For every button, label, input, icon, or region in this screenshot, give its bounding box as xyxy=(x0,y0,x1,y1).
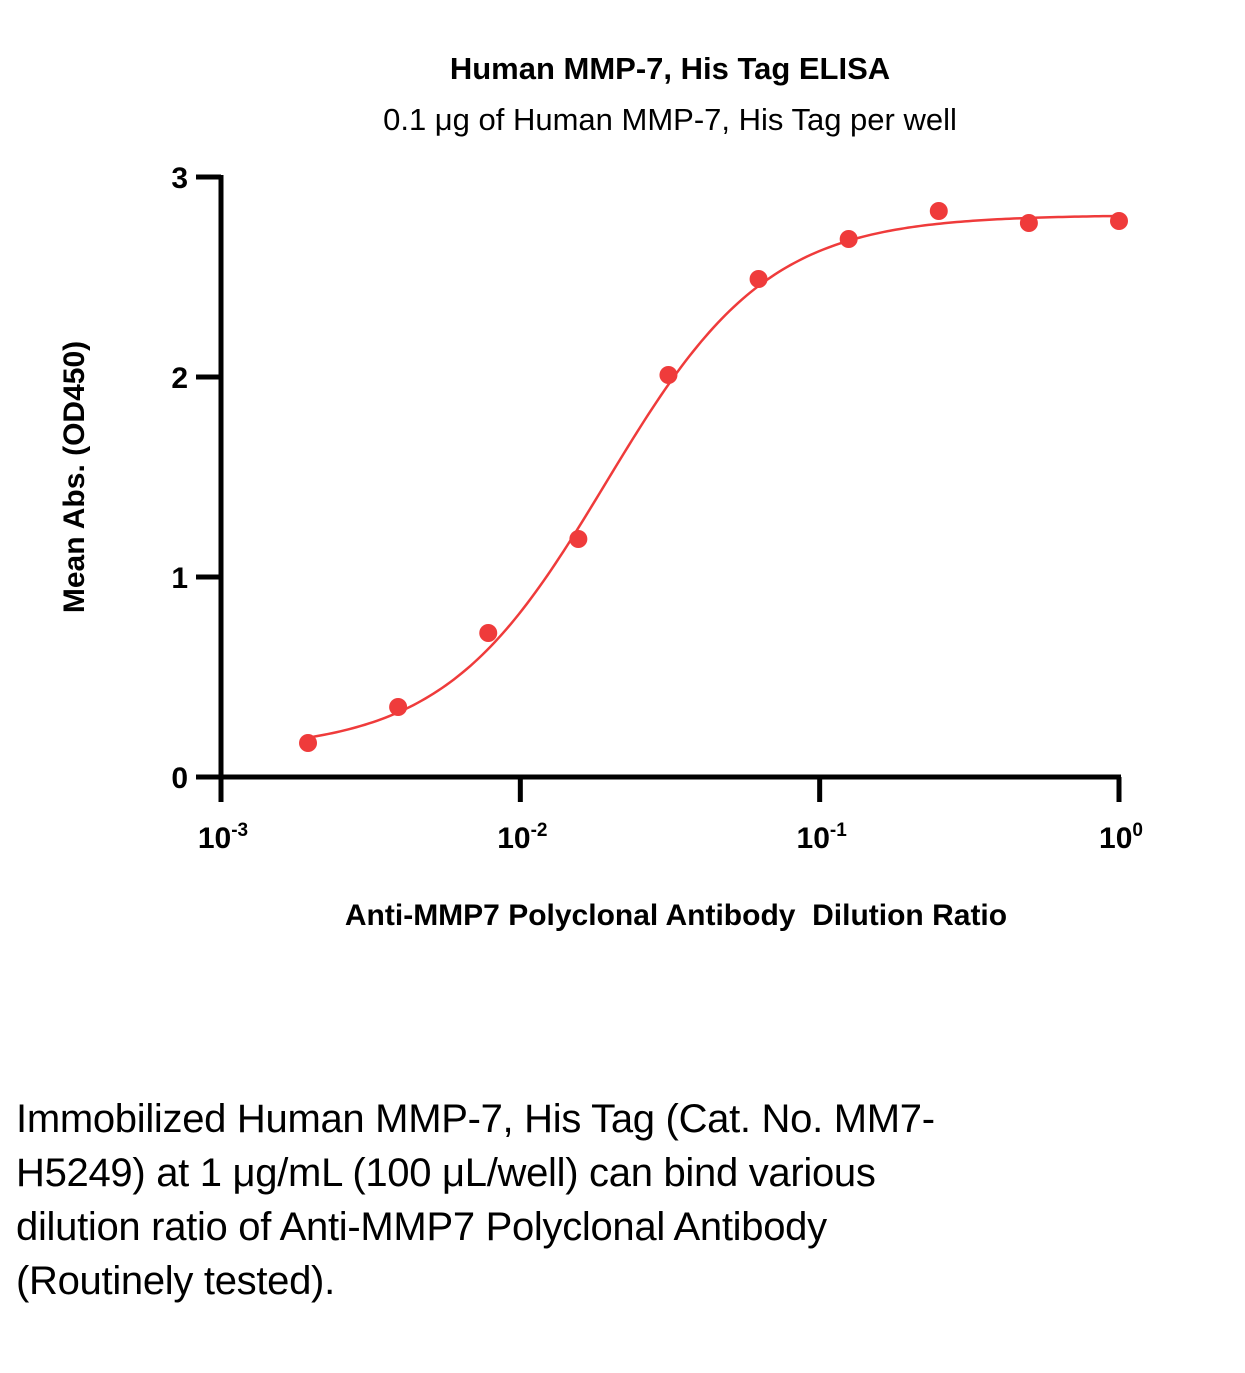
data-point xyxy=(839,230,858,248)
x-ticks: 10-3 10-2 10-1 100 xyxy=(198,777,1143,855)
figure-caption: Immobilized Human MMP-7, His Tag (Cat. N… xyxy=(16,1097,935,1303)
fit-curve xyxy=(307,214,1120,739)
x-tick-label: 10-2 xyxy=(497,820,547,855)
y-ticks: 0 1 2 3 xyxy=(171,162,221,795)
y-tick-label: 0 xyxy=(171,762,188,795)
chart-title: Human MMP-7, His Tag ELISA xyxy=(450,51,890,86)
data-point xyxy=(1019,214,1038,232)
data-point xyxy=(299,734,318,752)
data-point xyxy=(479,624,498,642)
data-point xyxy=(929,202,948,220)
data-point xyxy=(659,366,678,384)
elisa-chart: Human MMP-7, His Tag ELISA 0.1 μg of Hum… xyxy=(58,51,1143,932)
y-tick-label: 2 xyxy=(171,362,188,395)
x-tick-label: 10-3 xyxy=(198,820,248,855)
y-tick-label: 3 xyxy=(171,162,188,195)
data-point xyxy=(749,270,768,288)
data-point xyxy=(569,530,588,548)
axes xyxy=(196,175,1121,802)
x-axis-title: Anti-MMP7 Polyclonal Antibody Dilution R… xyxy=(345,899,1007,932)
data-point xyxy=(1110,212,1128,230)
data-point xyxy=(389,698,408,716)
y-tick-label: 1 xyxy=(171,562,188,595)
chart-subtitle: 0.1 μg of Human MMP-7, His Tag per well xyxy=(383,102,957,137)
y-axis-title: Mean Abs. (OD450) xyxy=(58,341,91,613)
data-points xyxy=(299,202,1128,752)
x-tick-label: 10-1 xyxy=(797,820,848,855)
x-tick-label: 100 xyxy=(1099,820,1143,855)
